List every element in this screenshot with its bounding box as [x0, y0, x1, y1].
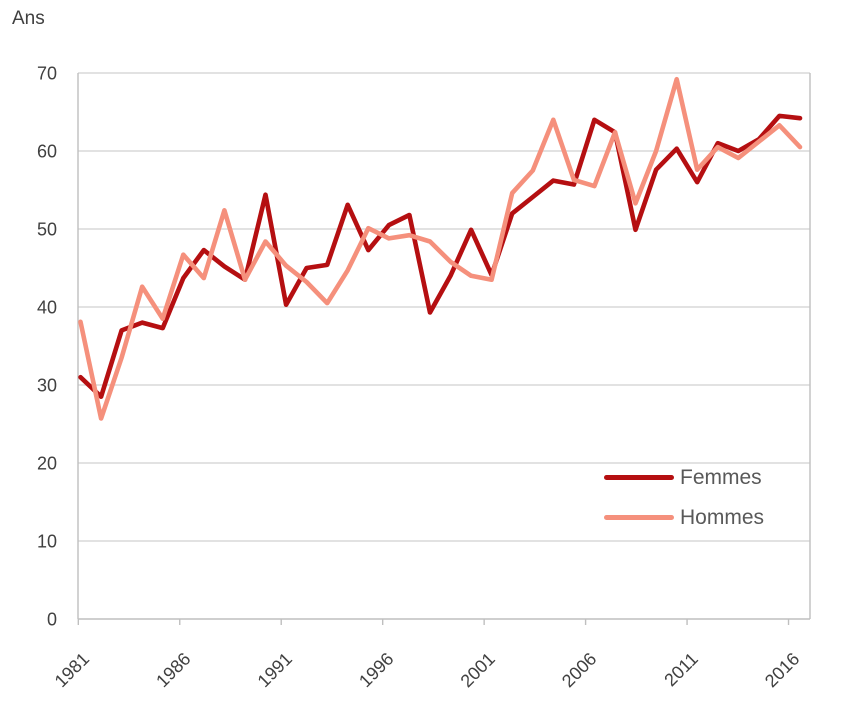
y-tick-label: 50: [37, 220, 57, 240]
y-tick-label: 40: [37, 298, 57, 318]
x-tick-label: 2006: [558, 649, 600, 691]
legend-label-femmes: Femmes: [680, 466, 762, 489]
x-tick-label: 1981: [51, 649, 93, 691]
y-axis-title: Ans: [12, 8, 45, 29]
legend-label-hommes: Hommes: [680, 506, 765, 529]
y-tick-label: 30: [37, 376, 57, 396]
y-tick-label: 60: [37, 142, 57, 162]
y-tick-label: 0: [47, 610, 57, 630]
x-tick-label: 2016: [761, 649, 803, 691]
x-tick-label: 1991: [254, 649, 296, 691]
y-tick-label: 70: [37, 64, 57, 84]
legend-item-femmes: Femmes: [604, 464, 764, 491]
y-tick-label: 20: [37, 454, 57, 474]
chart-legend: Femmes Hommes: [604, 464, 764, 531]
hommes-line-swatch: [604, 515, 674, 520]
x-tick-label: 2011: [660, 649, 702, 691]
x-tick-label: 1986: [152, 649, 194, 691]
series-line-hommes: [78, 76, 803, 421]
legend-item-hommes: Hommes: [604, 504, 764, 531]
x-tick-label: 1996: [355, 649, 397, 691]
x-tick-label: 2001: [457, 649, 499, 691]
femmes-line-swatch: [604, 475, 674, 480]
y-tick-label: 10: [37, 532, 57, 552]
series-line-femmes: [78, 113, 803, 400]
